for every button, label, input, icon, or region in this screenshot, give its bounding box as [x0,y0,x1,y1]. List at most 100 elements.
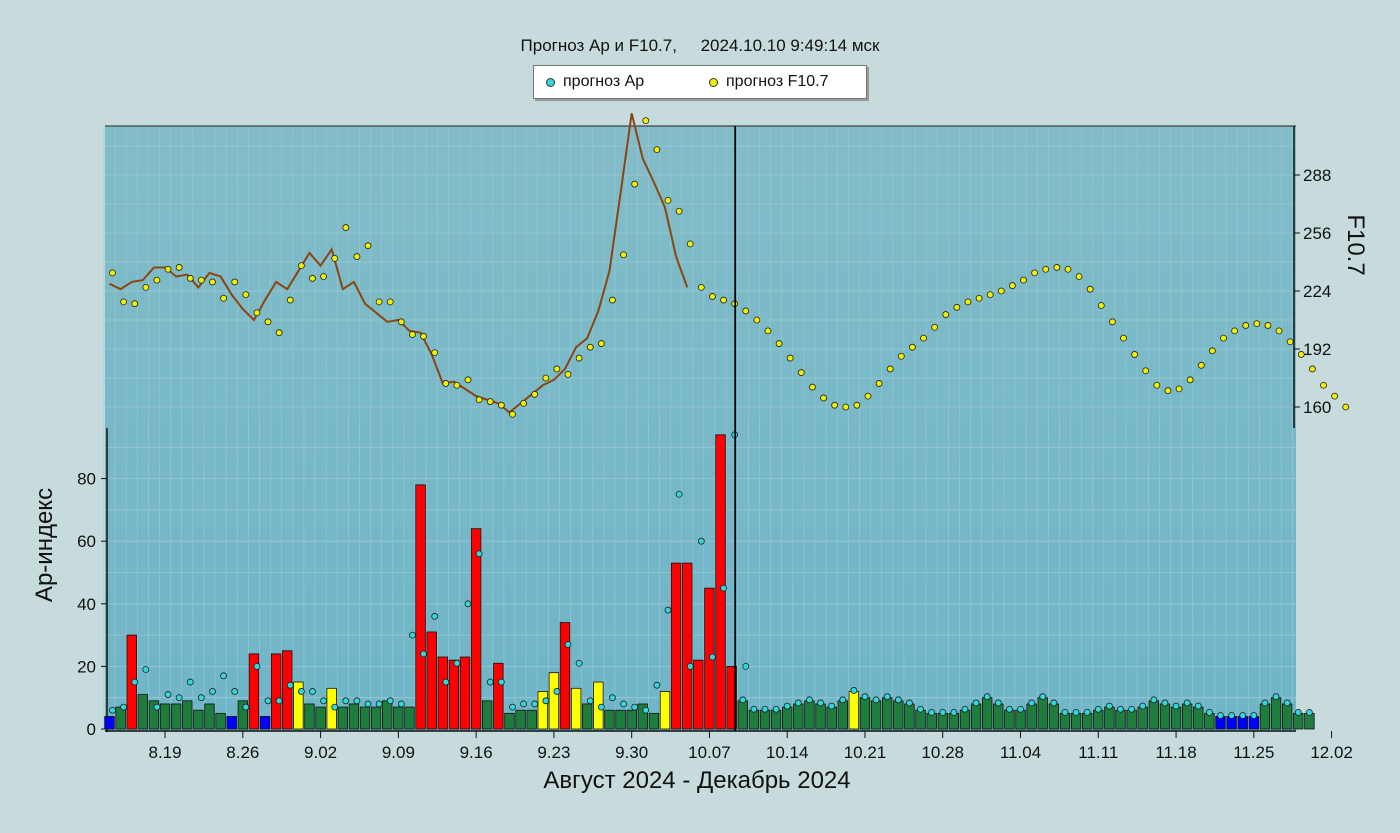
f107-forecast-point [1297,351,1305,358]
f107-forecast-point [1186,376,1194,384]
ap-predicted-point [420,650,427,658]
ap-predicted-point [275,697,283,705]
f107-forecast-point [875,380,883,387]
f107-forecast-point [831,401,839,409]
ap-observed-bar [304,703,315,730]
f107-predicted-point [175,264,183,271]
ap-predicted-point [531,700,539,708]
f107-predicted-point [286,296,294,304]
ap-forecast-bar [770,709,782,730]
f107-forecast-point [809,383,816,391]
ap-predicted-point [231,688,239,695]
f107-predicted-point [131,300,139,308]
ap-forecast-point [906,699,913,707]
f107-forecast-point [1142,367,1150,375]
ap-observed-bar [337,706,349,730]
f107-predicted-point [342,224,350,231]
legend-ap: прогноз Ар [546,73,644,91]
ap-forecast-bar [1048,703,1060,730]
ap-predicted-point [209,688,216,695]
ap-observed-bar [137,694,149,730]
ap-forecast-bar [970,703,982,730]
ap-predicted-point [309,688,316,695]
f107-forecast-point [1086,285,1094,293]
f107-predicted-point [197,276,205,284]
f107-forecast-point [1064,265,1072,273]
ap-predicted-point [664,606,672,614]
ap-forecast-bar [1181,703,1193,730]
ap-predicted-point [397,700,405,708]
x-axis-label: Август 2024 - Декабрь 2024 [543,767,850,794]
ap-predicted-point [142,666,150,673]
ap-observed-bar [670,562,682,730]
ap-predicted-point [264,697,272,705]
ap-observed-bar [170,703,182,730]
f107-forecast-point [942,311,950,318]
f107-predicted-point [320,273,327,280]
ap-observed-bar [559,622,571,730]
ap-forecast-bar [1026,703,1037,730]
ap-forecast-bar [893,700,904,730]
ap-forecast-point [783,702,791,710]
f107-tick-label: 224 [1303,282,1331,301]
ap-observed-bar [382,700,393,730]
f107-predicted-point [309,274,316,282]
ap-forecast-bar [1259,703,1271,730]
ap-observed-bar [259,716,271,730]
ap-axis-label: Ар-индекс [31,488,58,602]
x-tick-label: 9.09 [382,743,415,762]
ap-observed-bar [648,712,660,730]
f107-observed-line [109,113,689,414]
ap-observed-bar [159,703,171,730]
ap-forecast-point [917,705,924,713]
x-tick-label: 10.14 [766,743,809,762]
ap-forecast-bar [793,703,804,730]
ap-observed-bar [315,706,326,730]
ap-forecast-point [850,687,858,694]
ap-forecast-point [1283,699,1291,707]
ap-forecast-point [1217,712,1224,719]
f107-predicted-point [331,254,339,262]
f107-forecast-point [1331,392,1338,400]
ap-predicted-point [375,700,383,708]
ap-predicted-point [342,697,350,705]
ap-predicted-point [609,694,616,702]
f107-predicted-point [375,298,383,306]
f107-predicted-point [231,278,239,286]
f107-forecast-point [886,365,894,373]
legend-ap-label: прогноз Ар [563,73,645,90]
ap-observed-bar [548,672,560,730]
f107-forecast-point [1286,338,1294,346]
ap-forecast-point [983,693,991,701]
ap-predicted-point [175,694,183,702]
ap-tick-label: 20 [77,657,96,676]
ap-forecast-bar [881,697,893,730]
ap-forecast-point [1228,712,1236,719]
ap-observed-bar [426,631,437,730]
ap-observed-bar [448,659,460,730]
f107-predicted-point [420,332,427,340]
ap-tick-label: 60 [77,532,96,551]
f107-forecast-point [1231,327,1239,335]
ap-observed-bar [626,709,637,730]
ap-forecast-point [1106,702,1113,710]
ap-observed-bar [393,706,404,730]
x-tick-label: 11.25 [1233,743,1274,762]
f107-predicted-point [275,329,283,337]
ap-forecast-point [1039,693,1047,701]
ap-observed-bar [726,666,737,730]
f107-forecast-point [753,316,761,324]
ap-forecast-point [1050,699,1058,707]
f107-predicted-point [497,401,505,409]
ap-predicted-point [653,681,661,689]
f107-forecast-point [1275,327,1283,335]
ap-observed-bar [370,706,382,730]
ap-forecast-bar [1015,709,1026,730]
ap-predicted-point [364,700,372,708]
ap-forecast-point [1006,705,1013,713]
ap-forecast-bar [848,691,860,730]
x-tick-label: 9.30 [615,743,648,762]
f107-predicted-point [264,318,272,326]
ap-predicted-point [153,703,161,711]
